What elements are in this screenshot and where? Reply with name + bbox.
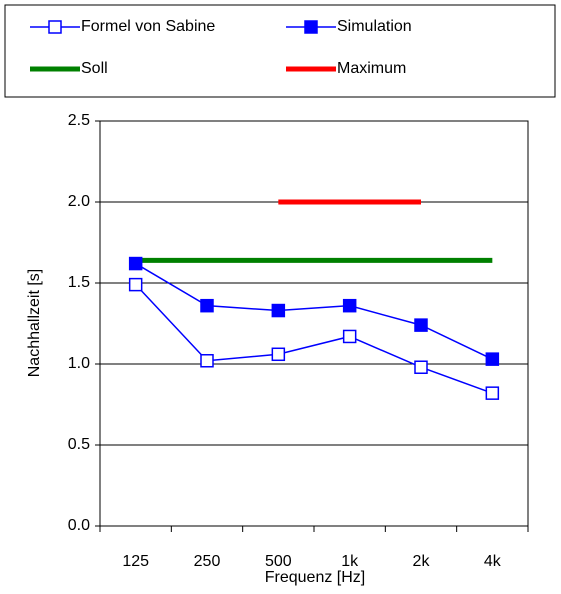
plot-area xyxy=(99,120,529,527)
series-line xyxy=(135,284,493,394)
x-tick-label: 250 xyxy=(194,553,221,570)
marker xyxy=(128,256,143,271)
marker xyxy=(342,329,357,344)
x-tick-label: 125 xyxy=(122,553,149,570)
marker xyxy=(485,352,500,366)
marker xyxy=(200,354,214,368)
marker xyxy=(271,347,286,362)
marker xyxy=(271,303,286,318)
legend-marker xyxy=(48,20,62,34)
marker xyxy=(485,386,500,400)
marker xyxy=(342,298,357,313)
marker xyxy=(414,318,428,332)
x-axis-title: Frequenz [Hz] xyxy=(265,569,365,586)
legend-box xyxy=(4,4,556,98)
legend-label: Maximum xyxy=(337,60,406,77)
legend-label: Simulation xyxy=(337,18,412,35)
legend-marker xyxy=(304,20,318,34)
y-axis-title: Nachhallzeit [s] xyxy=(26,269,43,378)
y-tick-label: 1.0 xyxy=(68,355,90,372)
x-tick-label: 4k xyxy=(484,553,502,570)
y-tick-label: 2.0 xyxy=(68,193,90,210)
marker xyxy=(200,298,214,313)
x-tick-label: 500 xyxy=(265,553,292,570)
y-tick-label: 0.5 xyxy=(68,436,90,453)
series-line xyxy=(135,262,493,360)
legend-label: Formel von Sabine xyxy=(81,18,215,35)
y-tick-label: 0.0 xyxy=(68,517,90,534)
legend-label: Soll xyxy=(81,60,108,77)
marker xyxy=(414,360,428,374)
x-tick-label: 2k xyxy=(413,553,431,570)
marker xyxy=(128,277,143,292)
y-tick-label: 2.5 xyxy=(68,112,90,129)
y-tick-label: 1.5 xyxy=(68,274,90,291)
x-tick-label: 1k xyxy=(341,553,359,570)
